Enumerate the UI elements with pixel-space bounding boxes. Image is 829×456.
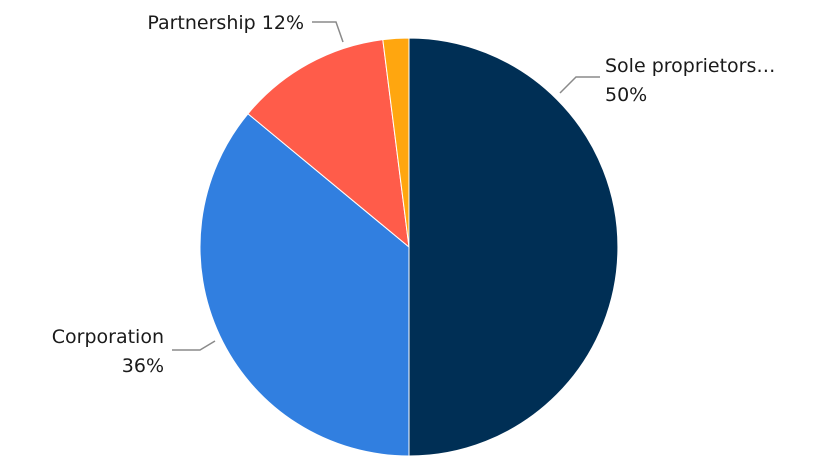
slice-sole-proprietors: [408, 37, 619, 456]
slice-partnership: [247, 39, 410, 249]
pie-slices: [199, 37, 619, 456]
value-sole-proprietors: 50%: [605, 84, 647, 106]
leader-line-sole-proprietors: [559, 76, 600, 94]
slice-corporation: [199, 113, 410, 456]
slice-other: [382, 37, 410, 248]
leader-line-corporation: [172, 340, 216, 351]
value-corporation: 36%: [122, 355, 164, 377]
leader-line-partnership: [312, 21, 344, 43]
label-partnership: Partnership 12%: [147, 12, 304, 34]
label-corporation: Corporation: [52, 326, 164, 348]
label-sole-proprietors: Sole proprietors…: [605, 55, 775, 77]
